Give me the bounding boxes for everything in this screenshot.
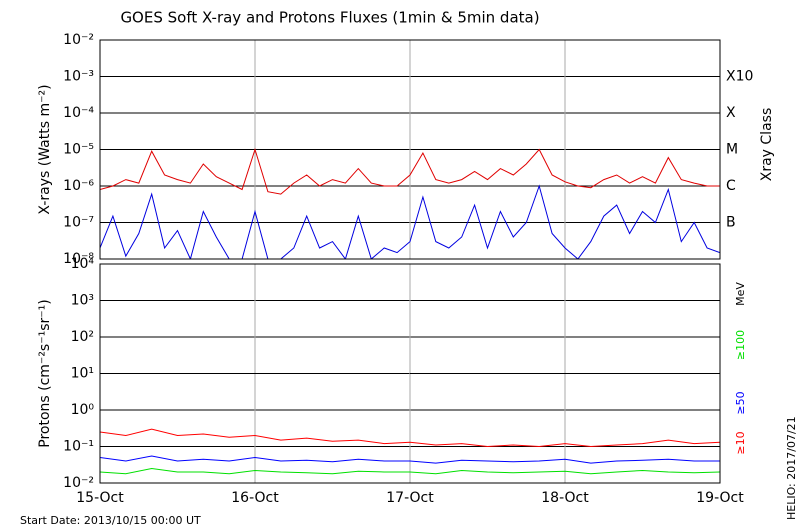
y-axis-label: Protons (cm⁻²s⁻¹sr⁻¹) [37, 299, 53, 448]
plot-frame [99, 39, 721, 260]
y2-tick-label: X [726, 105, 736, 121]
start-date: Start Date: 2013/10/15 00:00 UT [20, 514, 201, 527]
series-line [100, 428, 720, 448]
y-tick-label: 10⁻² [63, 475, 94, 491]
y-tick-label: 10⁻³ [63, 69, 94, 85]
y-tick-label: 10⁻⁷ [63, 215, 94, 231]
series-line [100, 455, 720, 464]
legend-title: MeV [734, 282, 747, 306]
x-tick-label: 18-Oct [541, 490, 589, 506]
y-tick-label: 10¹ [71, 366, 94, 382]
y-tick-label: 10⁻⁴ [63, 105, 94, 121]
y2-tick-label: X10 [726, 69, 753, 85]
legend-entry: ≥50 [734, 391, 747, 414]
x-tick-label: 16-Oct [231, 490, 279, 506]
y2-tick-label: C [726, 178, 736, 194]
credit: HELIO: 2017/07/21 [785, 416, 798, 520]
y-tick-label: 10⁻⁸ [63, 251, 94, 267]
x-tick-label: 17-Oct [386, 490, 434, 506]
x-tick-label: 19-Oct [696, 490, 744, 506]
series-line [100, 184, 720, 259]
plot-frame [99, 263, 721, 484]
y-tick-label: 10⁻⁵ [63, 142, 94, 158]
y-tick-label: 10³ [71, 293, 94, 309]
legend-entry: ≥100 [734, 330, 747, 360]
series-line [100, 147, 720, 195]
x-tick-label: 15-Oct [76, 490, 124, 506]
y2-tick-label: M [726, 142, 738, 158]
y-tick-label: 10⁻¹ [63, 439, 94, 455]
y2-axis-label: Xray Class [759, 108, 775, 182]
y-tick-label: 10⁴ [71, 256, 95, 272]
series-line [100, 467, 720, 475]
y2-tick-label: B [726, 215, 736, 231]
y-tick-label: 10⁻⁶ [63, 178, 94, 194]
y-axis-label: X-rays (Watts m⁻²) [37, 84, 53, 214]
chart-title: GOES Soft X-ray and Protons Fluxes (1min… [120, 9, 539, 27]
y-tick-label: 10² [71, 329, 94, 345]
y-tick-label: 10⁻² [63, 32, 94, 48]
y-tick-label: 10⁰ [71, 402, 95, 418]
legend-entry: ≥10 [734, 431, 747, 454]
